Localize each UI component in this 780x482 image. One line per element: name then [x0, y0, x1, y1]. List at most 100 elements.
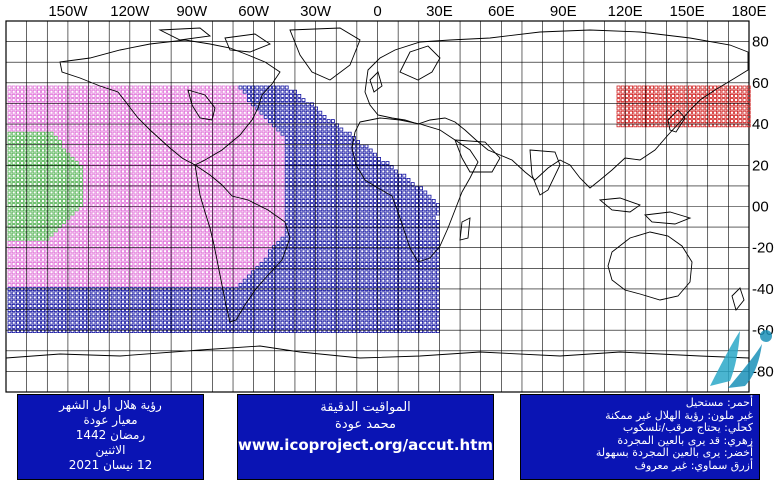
visibility-cell: [112, 215, 117, 220]
longitude-label: 60E: [488, 3, 515, 20]
visibility-cell: [70, 295, 75, 300]
visibility-cell: [154, 186, 159, 191]
visibility-cell: [121, 236, 125, 241]
longitude-label: 120E: [608, 3, 643, 20]
visibility-cell: [62, 161, 66, 166]
visibility-cell: [116, 249, 121, 254]
visibility-cell: [66, 148, 71, 153]
visibility-cell: [200, 224, 205, 229]
visibility-cell: [83, 152, 87, 157]
visibility-cell: [7, 261, 12, 266]
visibility-cell: [104, 316, 108, 321]
visibility-cell: [62, 249, 66, 254]
visibility-cell: [100, 282, 104, 287]
visibility-cell: [162, 282, 167, 287]
visibility-cell: [91, 161, 96, 166]
visibility-cell: [20, 232, 25, 237]
visibility-cell: [175, 219, 180, 224]
visibility-cell: [28, 194, 33, 199]
visibility-cell: [66, 198, 71, 203]
visibility-cell: [175, 102, 180, 107]
visibility-cell: [28, 236, 33, 241]
visibility-cell: [70, 152, 75, 157]
visibility-cell: [49, 102, 54, 107]
visibility-cell: [108, 161, 113, 166]
visibility-cell: [112, 249, 117, 254]
visibility-cell: [196, 291, 201, 296]
visibility-cell: [133, 320, 138, 325]
visibility-cell: [41, 261, 45, 266]
visibility-cell: [20, 282, 25, 287]
visibility-cell: [41, 224, 45, 229]
visibility-cell: [83, 291, 87, 296]
visibility-cell: [74, 316, 79, 321]
visibility-cell: [150, 257, 155, 262]
visibility-cell: [79, 215, 83, 220]
visibility-cell: [104, 165, 108, 170]
visibility-cell: [133, 198, 138, 203]
visibility-cell: [146, 253, 151, 258]
visibility-cell: [15, 94, 20, 98]
visibility-cell: [146, 245, 151, 250]
visibility-cell: [175, 240, 180, 245]
visibility-cell: [87, 119, 92, 123]
visibility-cell: [192, 308, 197, 313]
visibility-cell: [146, 278, 151, 283]
visibility-cell: [179, 295, 184, 300]
visibility-cell: [41, 270, 45, 275]
visibility-cell: [196, 316, 201, 321]
visibility-cell: [137, 161, 142, 166]
visibility-cell: [192, 324, 197, 329]
visibility-cell: [108, 295, 113, 300]
visibility-cell: [158, 312, 163, 317]
visibility-cell: [24, 165, 29, 170]
visibility-cell: [137, 177, 142, 182]
visibility-cell: [66, 245, 71, 250]
visibility-cell: [108, 194, 113, 199]
visibility-cell: [15, 249, 20, 254]
visibility-cell: [125, 312, 129, 317]
visibility-cell: [204, 115, 209, 119]
visibility-cell: [91, 245, 96, 250]
visibility-cell: [24, 89, 29, 94]
visibility-cell: [70, 89, 75, 94]
visibility-cell: [162, 131, 167, 136]
visibility-cell: [41, 140, 45, 145]
visibility-cell: [146, 257, 151, 262]
visibility-cell: [70, 98, 75, 102]
visibility-cell: [70, 186, 75, 191]
visibility-cell: [104, 261, 108, 266]
visibility-cell: [204, 299, 209, 304]
visibility-cell: [162, 274, 167, 279]
visibility-cell: [167, 173, 172, 178]
visibility-cell: [200, 165, 205, 170]
visibility-cell: [74, 110, 79, 115]
visibility-cell: [112, 312, 117, 317]
visibility-cell: [125, 253, 129, 258]
visibility-cell: [175, 215, 180, 220]
visibility-cell: [87, 85, 92, 90]
visibility-cell: [167, 295, 172, 300]
visibility-cell: [104, 110, 108, 115]
visibility-cell: [20, 249, 25, 254]
visibility-cell: [154, 308, 159, 313]
visibility-cell: [192, 249, 197, 254]
visibility-cell: [28, 161, 33, 166]
visibility-cell: [133, 190, 138, 195]
visibility-cell: [141, 102, 146, 107]
visibility-cell: [20, 295, 25, 300]
latitude-label: 20: [752, 157, 769, 174]
visibility-cell: [158, 106, 163, 111]
visibility-cell: [104, 169, 108, 174]
visibility-cell: [162, 194, 167, 199]
visibility-cell: [171, 156, 176, 161]
visibility-cell: [66, 312, 71, 317]
visibility-cell: [15, 236, 20, 241]
visibility-cell: [121, 303, 125, 308]
visibility-cell: [83, 312, 87, 317]
visibility-cell: [58, 224, 62, 229]
visibility-cell: [137, 115, 142, 119]
visibility-cell: [116, 148, 121, 153]
visibility-cell: [141, 94, 146, 98]
visibility-cell: [196, 312, 201, 317]
